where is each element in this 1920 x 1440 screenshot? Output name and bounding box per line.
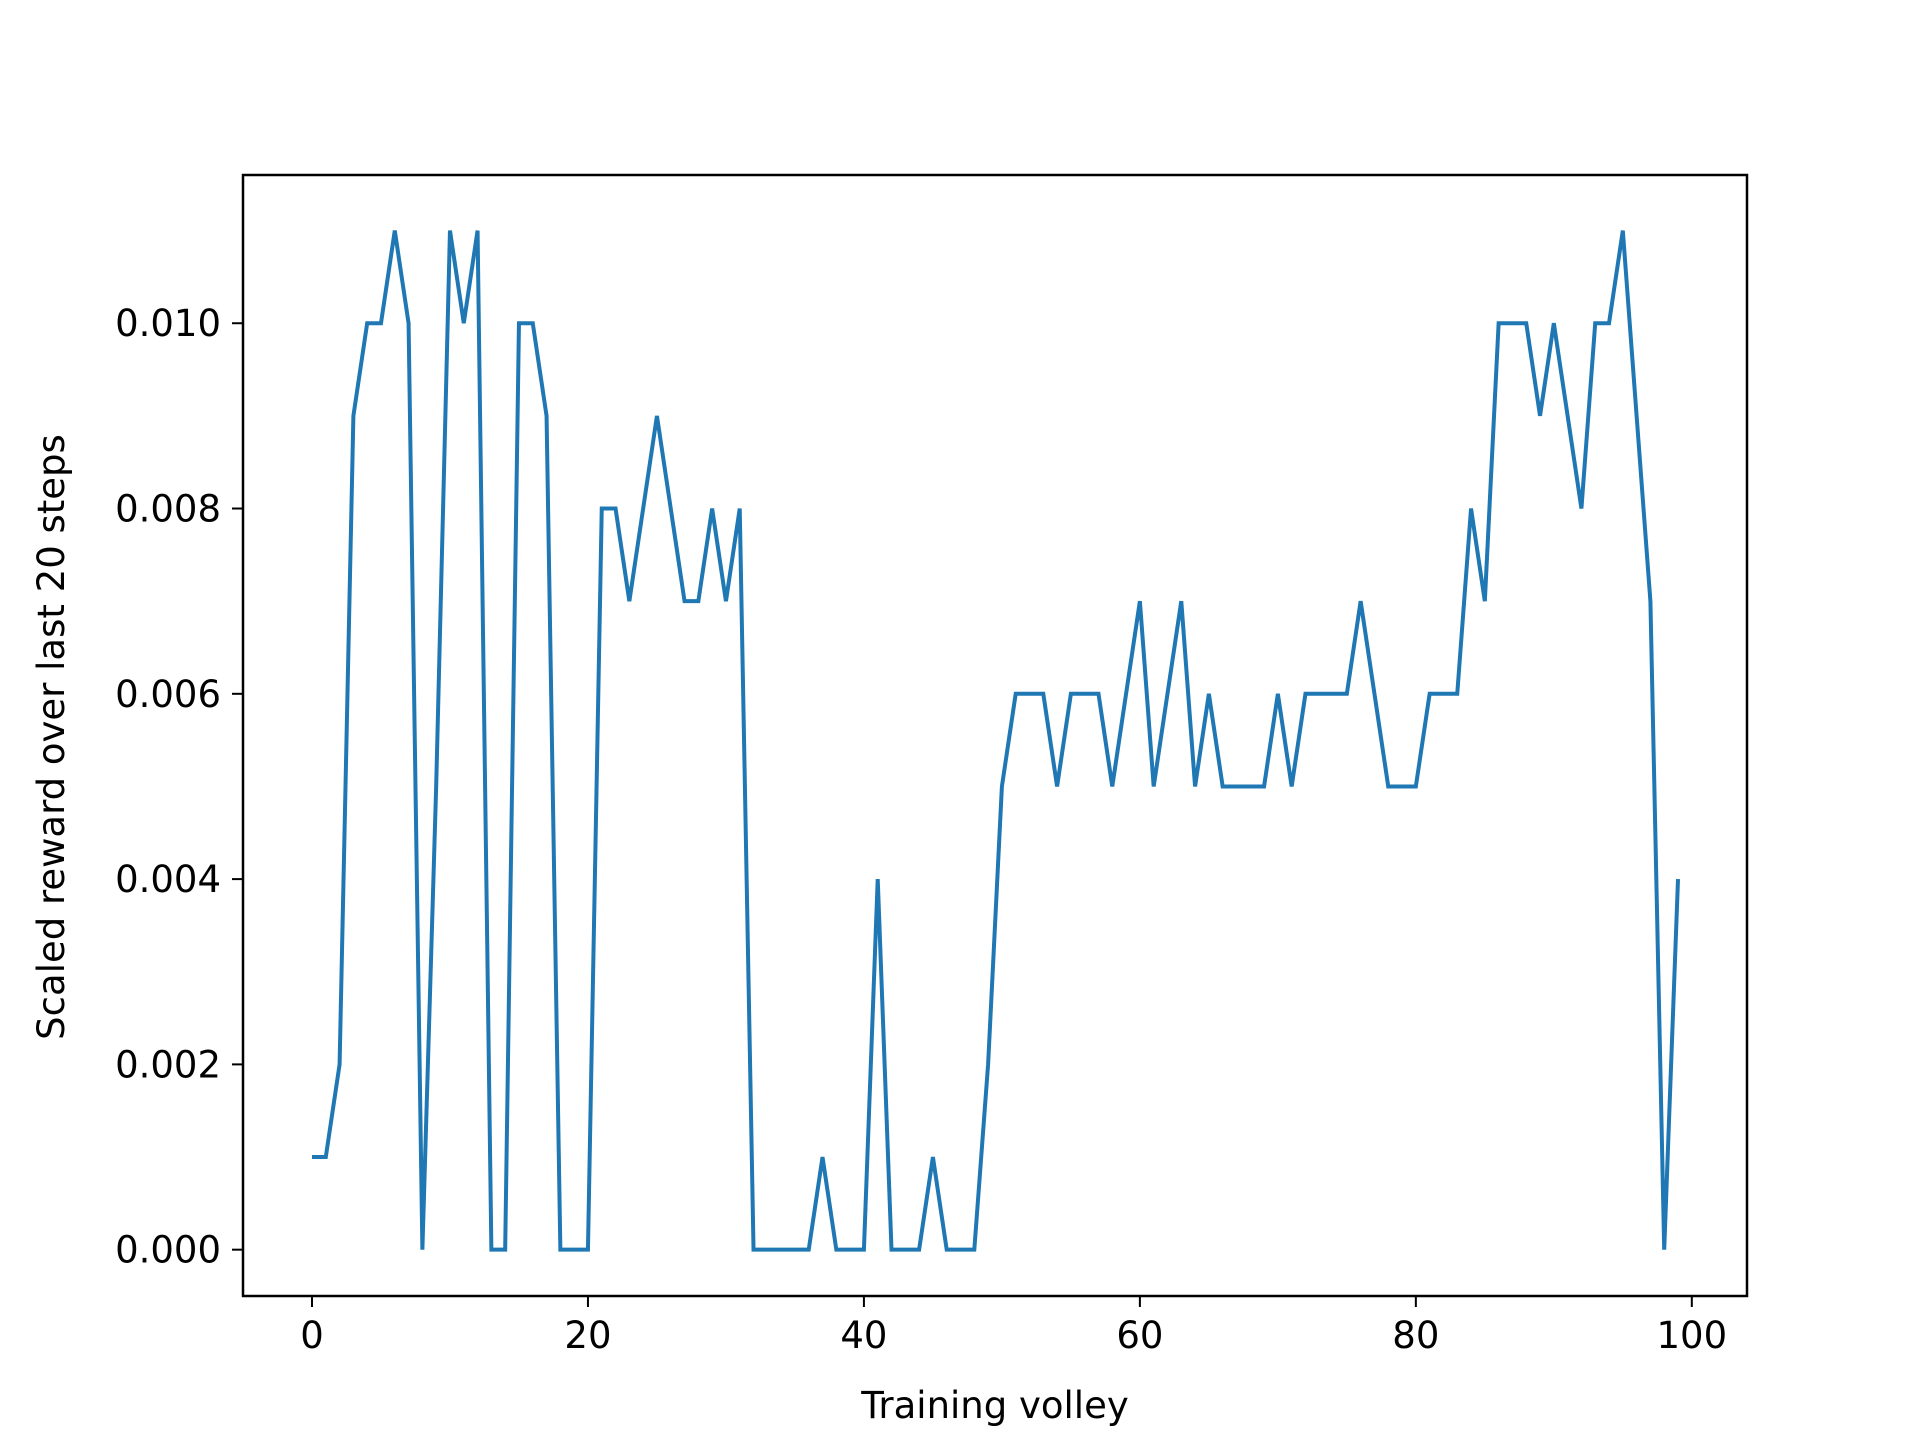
y-tick-label: 0.000 [115, 1229, 221, 1272]
y-tick-label: 0.008 [115, 488, 221, 531]
x-axis-label: Training volley [860, 1384, 1129, 1427]
series-line-0 [311, 230, 1681, 1252]
y-axis-ticks: 0.000 0.002 0.004 0.006 0.008 0.010 [115, 302, 243, 1272]
y-axis-label: Scaled reward over last 20 steps [30, 434, 73, 1040]
x-tick-label: 0 [300, 1314, 324, 1357]
x-tick-label: 80 [1392, 1314, 1439, 1357]
x-tick-label: 20 [564, 1314, 611, 1357]
x-tick-label: 100 [1656, 1314, 1727, 1357]
y-tick-label: 0.002 [115, 1043, 221, 1086]
plot-area [241, 173, 1749, 1298]
x-tick-label: 40 [840, 1314, 887, 1357]
y-tick-label: 0.004 [115, 858, 221, 901]
y-tick-label: 0.006 [115, 673, 221, 716]
y-tick-label: 0.010 [115, 302, 221, 345]
x-axis-ticks: 0 20 40 60 80 100 [300, 1296, 1727, 1357]
plot-frame [241, 173, 1749, 1298]
x-tick-label: 60 [1116, 1314, 1163, 1357]
